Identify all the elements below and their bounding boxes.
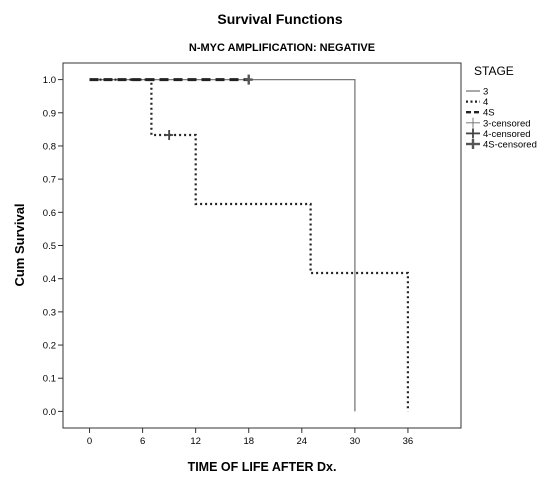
chart-title: Survival Functions	[217, 11, 342, 27]
y-axis-ticks: 0.0 0.1 0.2 0.3 0.4 0.5 0.6 0.7 0.8 0.9 1.0	[43, 75, 63, 418]
x-tick-label: 12	[190, 436, 201, 447]
legend-label: 4S	[483, 108, 495, 119]
legend: STAGE 344S3-censored4-censored4S-censore…	[466, 64, 537, 151]
4-censored-marker	[165, 130, 174, 141]
x-tick-label: 36	[403, 436, 414, 447]
y-tick-label: 0.0	[43, 407, 56, 418]
chart-subtitle: N-MYC AMPLIFICATION: NEGATIVE	[189, 42, 375, 54]
y-tick-label: 0.5	[43, 241, 56, 252]
legend-label: 3-censored	[483, 118, 531, 129]
y-tick-label: 0.2	[43, 341, 56, 352]
y-tick-label: 0.4	[43, 274, 56, 285]
legend-item-4s: 4S	[466, 108, 495, 119]
y-tick-label: 0.3	[43, 307, 56, 318]
x-tick-label: 0	[87, 436, 92, 447]
legend-label: 4-censored	[483, 129, 531, 140]
legend-item-4: 4	[466, 97, 488, 108]
y-tick-label: 0.9	[43, 108, 56, 119]
y-tick-label: 0.8	[43, 141, 56, 152]
legend-label: 4S-censored	[483, 140, 537, 151]
legend-title: STAGE	[474, 64, 514, 78]
censor-marks	[165, 74, 253, 141]
y-tick-label: 0.7	[43, 175, 56, 186]
legend-label: 4	[483, 97, 488, 108]
legend-item-3-censored: 3-censored	[466, 117, 531, 129]
x-axis-label: TIME OF LIFE AFTER Dx.	[188, 460, 337, 474]
x-tick-label: 6	[140, 436, 145, 447]
x-axis-ticks: 0 6 12 18 24 30 36	[87, 428, 413, 447]
x-tick-label: 30	[350, 436, 361, 447]
y-tick-label: 1.0	[43, 75, 56, 86]
y-axis-label: Cum Survival	[12, 203, 27, 286]
x-tick-label: 18	[243, 436, 254, 447]
x-tick-label: 24	[297, 436, 308, 447]
legend-item-3: 3	[466, 87, 488, 98]
plot-area	[62, 62, 462, 429]
series-3-curve	[89, 78, 356, 412]
series-4-curve	[89, 78, 409, 412]
4S-censored-marker	[244, 74, 253, 85]
legend-item-4s-censored: 4S-censored	[466, 139, 537, 151]
legend-label: 3	[483, 87, 488, 98]
y-tick-label: 0.1	[43, 374, 56, 385]
survival-curves	[89, 78, 409, 412]
legend-item-4-censored: 4-censored	[466, 128, 531, 140]
y-tick-label: 0.6	[43, 208, 56, 219]
